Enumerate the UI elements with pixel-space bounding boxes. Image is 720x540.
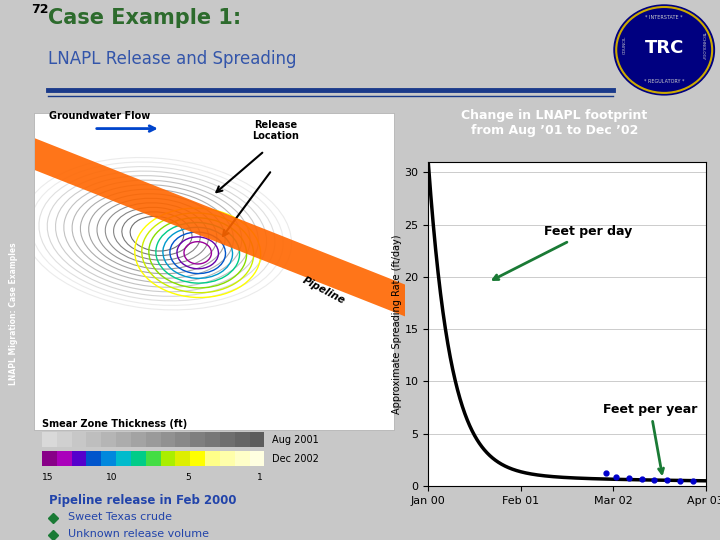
Text: Release
Location: Release Location (252, 120, 299, 141)
Bar (205, 432, 220, 447)
Bar (161, 451, 176, 467)
Text: 5: 5 (185, 474, 191, 482)
Text: Unknown release volume: Unknown release volume (68, 529, 209, 538)
Text: * REGULATORY *: * REGULATORY * (644, 79, 685, 84)
Bar (131, 451, 145, 467)
Bar (57, 432, 72, 447)
Text: TRC: TRC (644, 39, 684, 57)
Bar (205, 451, 220, 467)
Text: COUNCIL: COUNCIL (623, 36, 627, 54)
Polygon shape (35, 138, 405, 316)
FancyBboxPatch shape (35, 113, 395, 430)
Text: Groundwater Flow: Groundwater Flow (50, 111, 150, 121)
Bar (86, 451, 102, 467)
Text: 10: 10 (106, 474, 117, 482)
Text: Change in LNAPL footprint
from Aug ’01 to Dec ’02: Change in LNAPL footprint from Aug ’01 t… (462, 109, 647, 137)
Bar (161, 432, 176, 447)
Bar (86, 432, 102, 447)
Y-axis label: Approximate Spreading Rate (ft/day): Approximate Spreading Rate (ft/day) (392, 234, 402, 414)
Bar (250, 432, 264, 447)
Text: Feet per year: Feet per year (603, 403, 698, 474)
Text: TECHNOLOGY: TECHNOLOGY (701, 31, 706, 59)
Bar (145, 451, 161, 467)
Bar (235, 432, 250, 447)
Bar (102, 432, 116, 447)
Bar (190, 451, 205, 467)
Text: Pipeline: Pipeline (301, 275, 347, 307)
Bar (145, 432, 161, 447)
Bar (72, 432, 86, 447)
Text: LNAPL Migration: Case Examples: LNAPL Migration: Case Examples (9, 242, 18, 384)
Circle shape (614, 5, 714, 95)
Text: Sweet Texas crude: Sweet Texas crude (68, 512, 172, 522)
Text: 1: 1 (256, 474, 262, 482)
Text: 72: 72 (31, 3, 48, 16)
Bar (235, 451, 250, 467)
Text: 15: 15 (42, 474, 53, 482)
Bar (250, 451, 264, 467)
Bar (220, 451, 235, 467)
Bar (42, 432, 57, 447)
Text: Smear Zone Thickness (ft): Smear Zone Thickness (ft) (42, 419, 187, 429)
Text: LNAPL Release and Spreading: LNAPL Release and Spreading (48, 50, 297, 68)
Bar (176, 451, 190, 467)
Text: Feet per day: Feet per day (493, 225, 631, 280)
Bar (72, 451, 86, 467)
Bar (42, 451, 57, 467)
Text: Case Example 1:: Case Example 1: (48, 8, 241, 28)
Bar (131, 432, 145, 447)
Bar (57, 451, 72, 467)
Text: Aug 2001: Aug 2001 (272, 435, 319, 444)
Text: * INTERSTATE *: * INTERSTATE * (645, 16, 683, 21)
Bar (102, 451, 116, 467)
Bar (116, 432, 131, 447)
Bar (116, 451, 131, 467)
Bar (176, 432, 190, 447)
Text: Dec 2002: Dec 2002 (272, 454, 319, 464)
Text: Pipeline release in Feb 2000: Pipeline release in Feb 2000 (50, 494, 237, 507)
Bar (190, 432, 205, 447)
Bar (220, 432, 235, 447)
